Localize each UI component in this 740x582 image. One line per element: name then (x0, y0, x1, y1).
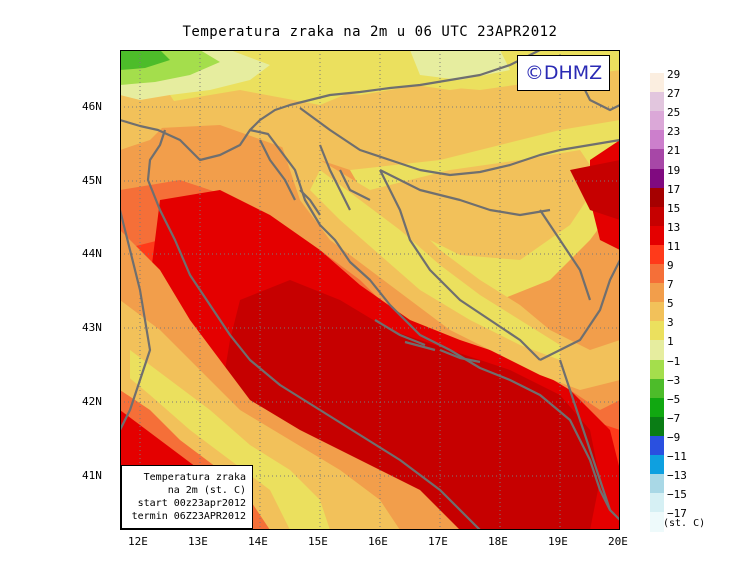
legend-label: 1 (667, 335, 674, 349)
legend-label: −15 (667, 488, 687, 502)
legend-swatch (650, 206, 664, 227)
lat-label: 43N (82, 321, 102, 334)
legend-label: −7 (667, 411, 681, 425)
lon-label: 19E (548, 535, 568, 548)
lon-label: 16E (368, 535, 388, 548)
legend-label: 9 (667, 259, 674, 272)
legend-swatch (650, 302, 664, 322)
legend-label: 21 (667, 144, 681, 158)
legend-label: −11 (667, 450, 687, 463)
legend-label: 15 (667, 201, 681, 215)
legend-label: 3 (667, 316, 674, 330)
lon-label: 13E (188, 535, 208, 548)
legend-label: −1 (667, 354, 681, 368)
legend-swatch (650, 416, 664, 437)
legend-label: −17 (667, 507, 687, 521)
legend-swatch (650, 474, 664, 494)
color-legend: 29 27 25 23 21 19 17 15 13 11 9 7 5 3 1 −1 −3 −5 −7 −9 −11 −1… (650, 69, 710, 532)
legend-label: 7 (667, 278, 674, 292)
legend-swatch (650, 435, 664, 456)
legend-swatch (650, 283, 664, 303)
info-line-4: termin 06Z23APR2012 (131, 511, 246, 522)
legend-swatch (650, 340, 664, 360)
temperature-map (120, 50, 620, 530)
legend-label: −9 (667, 430, 681, 444)
info-line-2: na 2m (st. C) (167, 485, 246, 496)
map-title: Temperatura zraka na 2m u 06 UTC 23APR20… (182, 24, 558, 40)
legend-swatch (650, 359, 664, 380)
legend-label: 25 (667, 106, 681, 120)
legend-label: 27 (667, 87, 681, 101)
lon-label: 12E (128, 535, 148, 548)
legend-label: 29 (667, 68, 681, 81)
legend-label: 11 (667, 239, 681, 253)
dhmz-watermark: ©DHMZ (517, 55, 610, 91)
coastlines-and-borders (120, 50, 620, 530)
legend-swatch (650, 73, 664, 93)
legend-swatch (650, 397, 664, 418)
legend-swatch (650, 111, 664, 131)
legend-swatch (650, 92, 664, 112)
legend-label: 13 (667, 220, 681, 234)
legend-label: 17 (667, 182, 681, 196)
lon-label: 14E (248, 535, 268, 548)
lat-label: 42N (82, 395, 102, 408)
info-line-1: Temperatura zraka (143, 472, 246, 483)
legend-swatch (650, 130, 664, 150)
legend-swatch (650, 321, 664, 341)
legend-label: −5 (667, 392, 681, 406)
watermark-text: ©DHMZ (524, 62, 603, 84)
temperature-fields (120, 50, 620, 530)
legend-label: 5 (667, 297, 674, 311)
legend-swatch (650, 168, 664, 189)
legend-swatch (650, 225, 664, 246)
legend-swatch (650, 512, 664, 532)
legend-swatch (650, 187, 664, 208)
legend-swatch (650, 244, 664, 265)
legend-label: −13 (667, 469, 687, 483)
info-box: Temperatura zraka na 2m (st. C) start 00… (121, 465, 253, 529)
legend-swatch (650, 149, 664, 169)
lat-label: 45N (82, 174, 102, 187)
legend-label: 23 (667, 125, 681, 139)
lat-label: 41N (82, 469, 102, 482)
map-frame (120, 50, 620, 530)
info-line-3: start 00z23apr2012 (137, 498, 246, 509)
lon-label: 20E (608, 535, 628, 548)
lat-label: 46N (82, 100, 102, 113)
lat-label: 44N (82, 247, 102, 260)
legend-label: −3 (667, 373, 681, 387)
legend-label: 19 (667, 163, 681, 177)
lon-label: 15E (308, 535, 328, 548)
legend-swatch (650, 264, 664, 284)
lon-label: 17E (428, 535, 448, 548)
legend-unit: (st. C) (663, 518, 706, 529)
lon-label: 18E (488, 535, 508, 548)
legend-swatch (650, 493, 664, 513)
legend-swatch (650, 455, 664, 475)
legend-swatch (650, 378, 664, 399)
